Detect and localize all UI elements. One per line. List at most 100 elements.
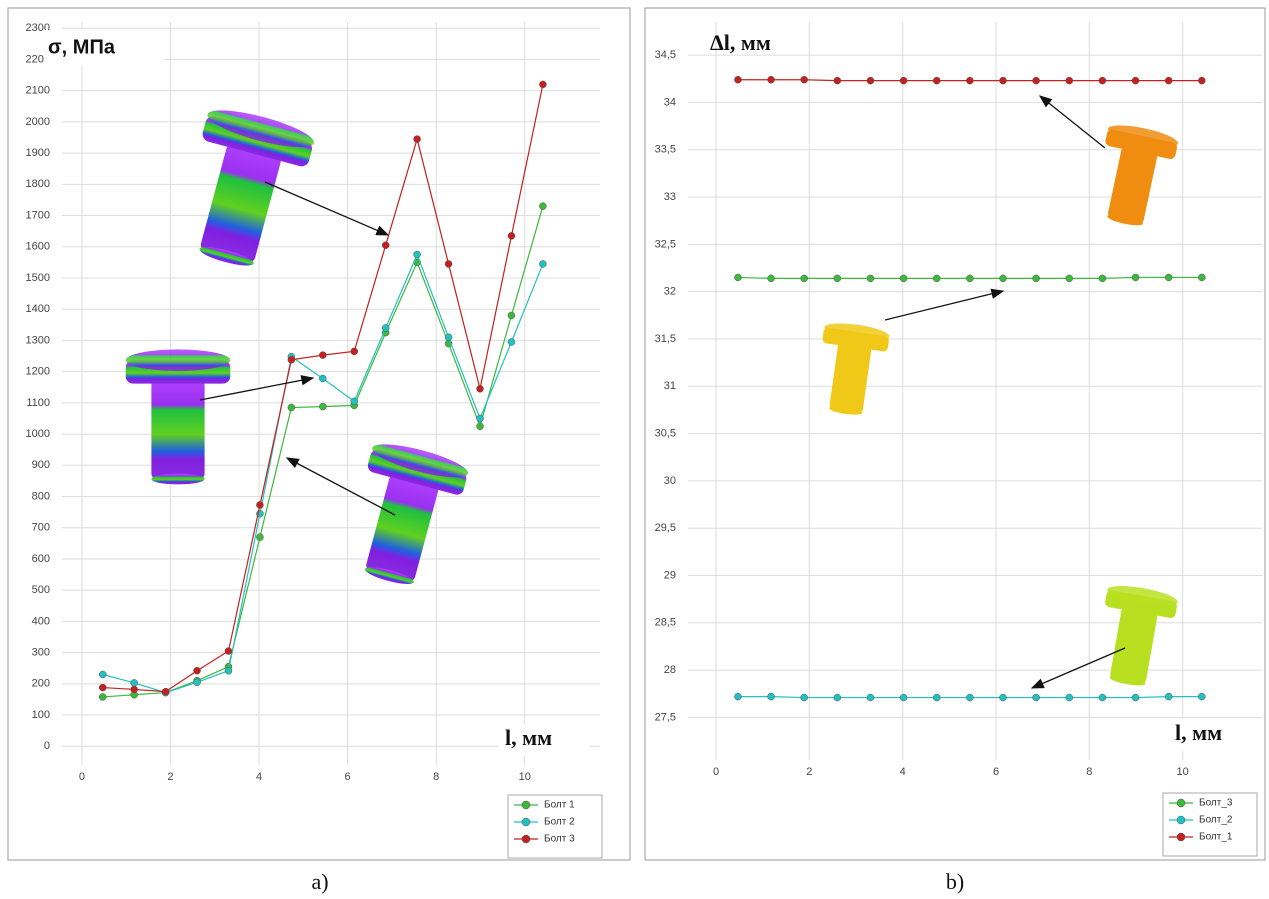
y-tick-label: 1900 <box>26 147 50 159</box>
data-point <box>801 275 808 282</box>
data-point <box>225 648 232 655</box>
legend-label: Болт_1 <box>1199 832 1233 843</box>
data-point <box>319 375 326 382</box>
y-tick-label: 29,5 <box>655 522 676 534</box>
data-point <box>351 398 358 405</box>
data-point <box>256 534 263 541</box>
data-point <box>445 260 452 267</box>
data-point <box>351 348 358 355</box>
data-point <box>1099 77 1106 84</box>
x-tick-label: 0 <box>713 766 719 778</box>
legend-label: Болт_2 <box>1199 815 1233 826</box>
data-point <box>734 693 741 700</box>
y-tick-label: 1500 <box>26 272 50 284</box>
data-point <box>900 275 907 282</box>
data-point <box>1132 274 1139 281</box>
y-tick-label: 1600 <box>26 241 50 253</box>
data-point <box>834 77 841 84</box>
data-point <box>414 136 421 143</box>
data-point <box>1033 77 1040 84</box>
y-tick-label: 32,5 <box>655 238 676 250</box>
y-tick-label: 700 <box>32 522 50 534</box>
y-tick-label: 0 <box>44 740 50 752</box>
x-tick-label: 2 <box>167 771 173 783</box>
y-tick-label: 33,5 <box>655 144 676 156</box>
data-point <box>414 251 421 258</box>
data-point <box>1000 77 1007 84</box>
data-point <box>477 385 484 392</box>
data-point <box>382 242 389 249</box>
x-tick-label: 4 <box>256 771 262 783</box>
data-point <box>194 679 201 686</box>
y-tick-label: 900 <box>32 459 50 471</box>
data-point <box>1198 77 1205 84</box>
data-point <box>1165 77 1172 84</box>
data-point <box>1099 275 1106 282</box>
y-tick-label: 1000 <box>26 428 50 440</box>
data-point <box>99 671 106 678</box>
data-point <box>768 693 775 700</box>
data-point <box>1066 694 1073 701</box>
data-point <box>162 688 169 695</box>
data-point <box>801 694 808 701</box>
y-tick-label: 500 <box>32 584 50 596</box>
data-point <box>1033 275 1040 282</box>
data-point <box>225 667 232 674</box>
data-point <box>834 694 841 701</box>
page: 0100200300400500600700800900100011001200… <box>0 0 1269 899</box>
data-point <box>900 77 907 84</box>
x-tick-label: 8 <box>1086 766 1092 778</box>
y-tick-label: 2100 <box>26 85 50 97</box>
data-point <box>382 324 389 331</box>
data-point <box>131 679 138 686</box>
y-tick-label: 34,5 <box>655 49 676 61</box>
data-point <box>900 694 907 701</box>
data-point <box>1066 275 1073 282</box>
legend-label: Болт 1 <box>544 800 575 811</box>
x-tick-label: 10 <box>1177 766 1189 778</box>
figure: 0100200300400500600700800900100011001200… <box>0 0 1269 899</box>
y-tick-label: 31,5 <box>655 333 676 345</box>
caption: a) <box>311 869 328 894</box>
data-point <box>319 352 326 359</box>
data-point <box>801 76 808 83</box>
data-point <box>539 260 546 267</box>
legend-label: Болт 2 <box>544 817 575 828</box>
data-point <box>734 76 741 83</box>
y-tick-label: 33 <box>664 191 676 203</box>
data-point <box>194 667 201 674</box>
y-tick-label: 32 <box>664 286 676 298</box>
y-tick-label: 29 <box>664 569 676 581</box>
data-point <box>445 334 452 341</box>
y-tick-label: 28,5 <box>655 617 676 629</box>
data-point <box>539 203 546 210</box>
y-tick-label: 28 <box>664 664 676 676</box>
data-point <box>508 312 515 319</box>
data-point <box>539 81 546 88</box>
data-point <box>1033 694 1040 701</box>
x-tick-label: 4 <box>900 766 906 778</box>
y-tick-label: 1700 <box>26 209 50 221</box>
data-point <box>867 275 874 282</box>
x-tick-label: 6 <box>993 766 999 778</box>
data-point <box>1132 694 1139 701</box>
legend-marker <box>1177 816 1185 824</box>
x-axis-label: l, мм <box>505 725 552 750</box>
data-point <box>288 404 295 411</box>
y-tick-label: 30 <box>664 475 676 487</box>
data-point <box>1165 693 1172 700</box>
data-point <box>131 686 138 693</box>
data-point <box>1165 274 1172 281</box>
data-point <box>1000 275 1007 282</box>
data-point <box>99 693 106 700</box>
data-point <box>319 403 326 410</box>
y-tick-label: 800 <box>32 490 50 502</box>
y-tick-label: 27,5 <box>655 711 676 723</box>
data-point <box>508 338 515 345</box>
caption: b) <box>946 869 964 894</box>
legend-label: Болт_3 <box>1199 798 1233 809</box>
y-tick-label: 100 <box>32 709 50 721</box>
data-point <box>933 77 940 84</box>
y-tick-label: 1800 <box>26 178 50 190</box>
data-point <box>288 356 295 363</box>
